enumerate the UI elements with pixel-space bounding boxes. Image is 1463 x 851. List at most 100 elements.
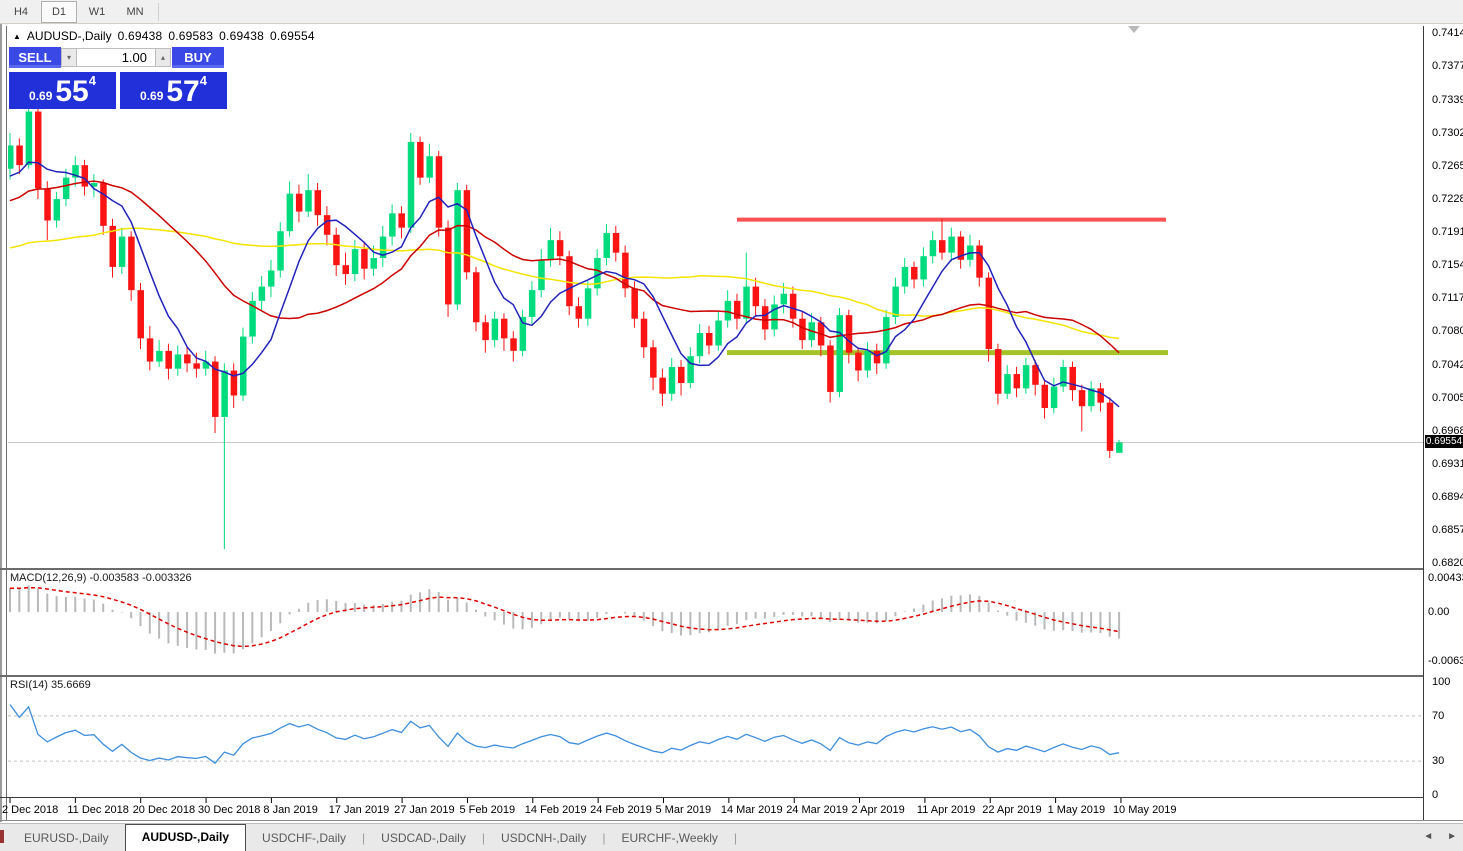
- chart-shift-marker[interactable]: [1128, 26, 1140, 33]
- window-frame-left: [6, 26, 7, 820]
- time-axis-label: 5 Feb 2019: [459, 804, 516, 816]
- toolbar-separator: [158, 2, 159, 21]
- buy-price-pip: 4: [199, 73, 207, 88]
- chart-header: ▲ AUDUSD-,Daily 0.69438 0.69583 0.69438 …: [13, 29, 315, 43]
- rsi-axis-label: 30: [1432, 755, 1445, 768]
- axis-tick-marks: [9, 32, 1429, 803]
- tab-usdcad-daily[interactable]: USDCAD-,Daily: [381, 831, 466, 845]
- macd-axis-label: 0.004331: [1428, 572, 1463, 585]
- time-axis-label: 5 Mar 2019: [655, 804, 712, 816]
- time-axis-label: 17 Jan 2019: [328, 804, 390, 816]
- ohlc-low: 0.69438: [219, 29, 264, 43]
- volume-increase-button[interactable]: ▴: [155, 48, 171, 67]
- collapse-panel-icon[interactable]: ▲: [13, 31, 21, 41]
- timeframe-button-mn[interactable]: MN: [126, 5, 144, 18]
- one-click-trading-panel: SELL ▾ ▴ BUY 0.69 55 4 0.69 57 4: [9, 47, 228, 109]
- time-axis-label: 11 Dec 2018: [67, 804, 129, 816]
- macd-signal-line: [10, 586, 1120, 648]
- timeframe-button-w1[interactable]: W1: [88, 5, 106, 18]
- moving-average-lines: [9, 161, 1120, 408]
- tab-separator: |: [362, 831, 366, 845]
- tab-audusd-daily[interactable]: AUDUSD-,Daily: [124, 823, 247, 851]
- ma_fast-line: [9, 161, 1120, 408]
- macd-indicator-label: MACD(12,26,9) -0.003583 -0.003326: [10, 572, 192, 584]
- ohlc-open: 0.69438: [117, 29, 163, 43]
- timeframe-button-h4[interactable]: H4: [13, 5, 29, 18]
- time-axis-label: 11 Apr 2019: [916, 804, 976, 816]
- tab-scroll-left-icon[interactable]: ◄: [1423, 831, 1434, 842]
- rsi-axis-label: 0: [1432, 789, 1439, 801]
- tab-usdcnh-daily[interactable]: USDCNH-,Daily: [500, 831, 587, 845]
- sell-price-big: 55: [55, 75, 89, 108]
- tab-eurchf-weekly[interactable]: EURCHF-,Weekly: [621, 831, 718, 845]
- rsi-line: [9, 704, 1120, 765]
- tab-eurusd-daily[interactable]: EURUSD-,Daily: [24, 831, 109, 845]
- tab-scroll-right-icon[interactable]: ►: [1447, 831, 1457, 842]
- sell-button[interactable]: SELL: [9, 47, 61, 68]
- time-axis[interactable]: 2 Dec 2018 11 Dec 2018 20 Dec 2018 30 Dec 2…: [0, 800, 1423, 820]
- time-axis-label: 27 Jan 2019: [394, 804, 455, 816]
- chart-window[interactable]: [0, 24, 1463, 822]
- rsi-axis-label: 70: [1432, 709, 1445, 722]
- time-axis-label: 2 Dec 2018: [2, 804, 59, 816]
- chart-symbol-title: AUDUSD-,Daily: [26, 29, 112, 43]
- time-axis-label: 30 Dec 2018: [198, 804, 261, 816]
- candles-layer: [8, 100, 1123, 550]
- ohlc-high: 0.69583: [168, 29, 214, 43]
- timeframe-toolbar: H4 D1 W1 MN: [0, 0, 1463, 24]
- tab-usdchf-daily[interactable]: USDCHF-,Daily: [262, 831, 347, 845]
- buy-price-small: 0.69: [140, 89, 164, 103]
- price-macd-splitter[interactable]: [0, 568, 1463, 570]
- buy-price-quote[interactable]: 0.69 57 4: [120, 72, 227, 109]
- rsi-axis-label: 100: [1432, 676, 1451, 688]
- sell-price-pip: 4: [88, 73, 96, 88]
- rsi-level-lines: [8, 715, 1423, 762]
- horizontal-trend-lines[interactable]: [727, 217, 1168, 356]
- time-axis-label: 14 Mar 2019: [720, 804, 783, 816]
- window-frame-bottom: [0, 820, 1463, 821]
- macd-axis-label: 0.00: [1428, 606, 1450, 618]
- timeframe-button-d1[interactable]: D1: [41, 0, 77, 23]
- tab-separator: |: [733, 831, 738, 845]
- tab-separator: |: [481, 831, 485, 845]
- price-axis-border: [1423, 26, 1424, 820]
- tab-separator: |: [602, 831, 606, 845]
- rsi-indicator-label: RSI(14) 35.6669: [10, 679, 91, 691]
- time-axis-label: 22 Apr 2019: [982, 804, 1042, 816]
- buy-button[interactable]: BUY: [172, 47, 224, 68]
- volume-input[interactable]: [77, 48, 155, 67]
- macd-axis-label: -0.006373: [1428, 655, 1463, 668]
- ohlc-close: 0.69554: [269, 29, 315, 43]
- volume-decrease-button[interactable]: ▾: [61, 48, 77, 67]
- sell-price-small: 0.69: [29, 89, 53, 103]
- macd-rsi-splitter[interactable]: [0, 675, 1463, 677]
- time-axis-label: 24 Feb 2019: [590, 804, 652, 816]
- time-axis-label: 24 Mar 2019: [786, 804, 848, 816]
- current-price-badge: 0.69554: [1425, 435, 1463, 449]
- time-axis-label: 2 Apr 2019: [851, 804, 905, 816]
- time-axis-label: 10 May 2019: [1112, 804, 1177, 816]
- time-axis-label: 8 Jan 2019: [263, 804, 318, 816]
- tab-bar-edge-mark: [0, 830, 4, 843]
- time-axis-label: 14 Feb 2019: [524, 804, 587, 816]
- buy-price-big: 57: [166, 75, 200, 108]
- sell-price-quote[interactable]: 0.69 55 4: [9, 72, 116, 109]
